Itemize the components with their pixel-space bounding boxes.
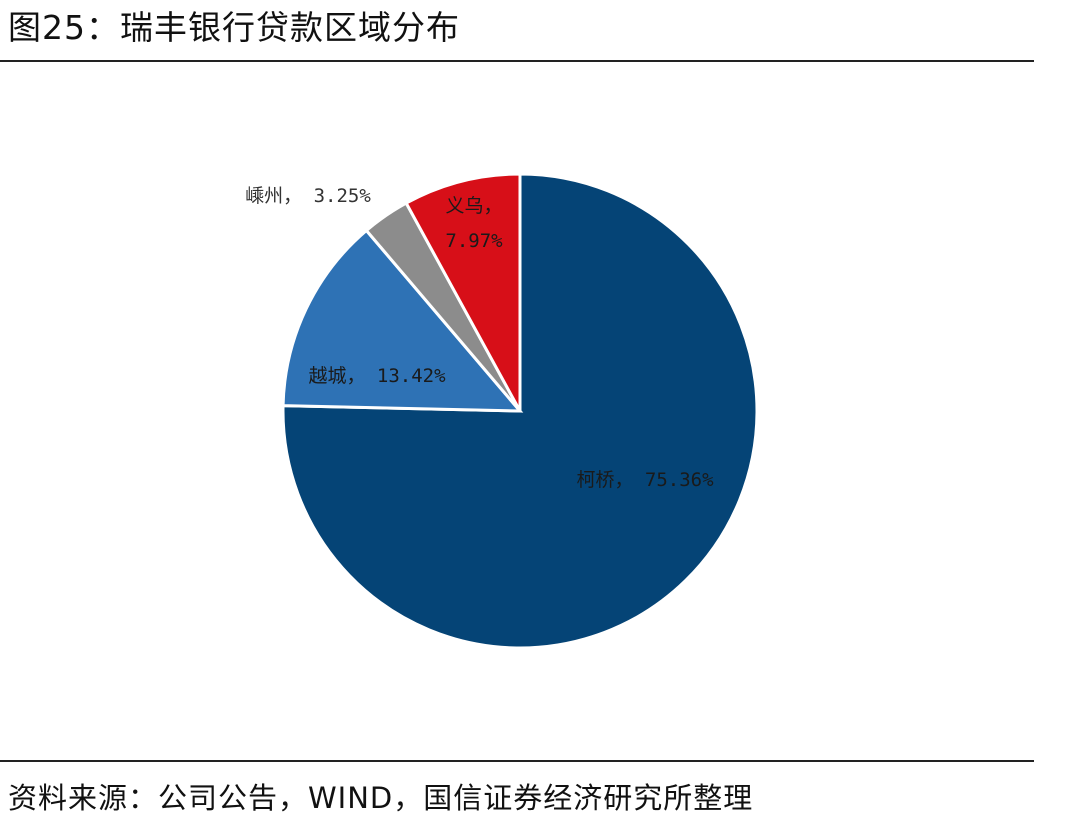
title-divider bbox=[0, 60, 1034, 62]
slice-label-4: 义乌， 7.97% bbox=[445, 195, 503, 252]
source-note: 资料来源：公司公告，WIND，国信证券经济研究所整理 bbox=[8, 781, 754, 815]
pie-slice-4 bbox=[404, 172, 522, 412]
source-divider bbox=[0, 760, 1034, 762]
pie-labels: 柯桥， 75.36% 越城， 13.42% 嵊州， 3.25% 义乌， 7.97% bbox=[245, 185, 714, 491]
slice-label-1: 柯桥， 75.36% bbox=[576, 469, 714, 491]
pie-slice-2 bbox=[281, 228, 524, 413]
slice-label-2: 越城， 13.42% bbox=[308, 365, 446, 387]
slice-label-3: 嵊州， 3.25% bbox=[245, 185, 371, 207]
figure-title: 图25：瑞丰银行贷款区域分布 bbox=[8, 8, 460, 47]
pie-slices bbox=[281, 172, 759, 650]
